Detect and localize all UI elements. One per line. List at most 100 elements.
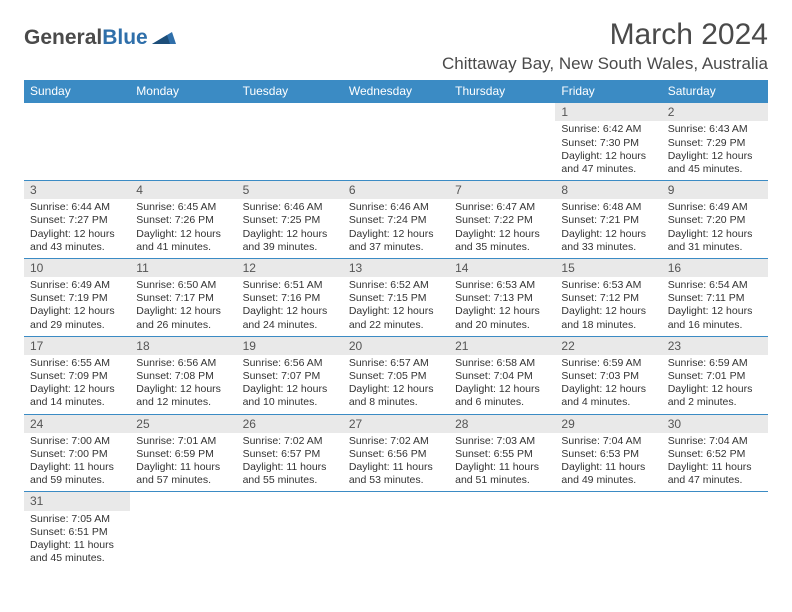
day-line: and 8 minutes. [349,396,443,409]
day-line: Sunrise: 7:05 AM [30,513,124,526]
day-number: 1 [555,103,661,121]
calendar-day-cell: 28Sunrise: 7:03 AMSunset: 6:55 PMDayligh… [449,414,555,492]
day-line: Sunrise: 6:58 AM [455,357,549,370]
calendar-day-cell: .. [343,492,449,569]
day-number: 18 [130,337,236,355]
day-number: 31 [24,492,130,510]
day-line: and 6 minutes. [455,396,549,409]
day-line: Sunset: 7:03 PM [561,370,655,383]
day-line: Sunset: 7:17 PM [136,292,230,305]
day-line: and 20 minutes. [455,319,549,332]
day-details: Sunrise: 6:54 AMSunset: 7:11 PMDaylight:… [662,277,768,336]
day-line: Sunrise: 7:00 AM [30,435,124,448]
calendar-day-cell: .. [449,103,555,181]
day-line: and 47 minutes. [561,163,655,176]
day-line: Daylight: 12 hours [668,150,762,163]
calendar-day-cell: 10Sunrise: 6:49 AMSunset: 7:19 PMDayligh… [24,258,130,336]
day-line: and 14 minutes. [30,396,124,409]
day-line: Sunrise: 7:04 AM [668,435,762,448]
calendar-day-cell: 30Sunrise: 7:04 AMSunset: 6:52 PMDayligh… [662,414,768,492]
calendar-day-cell: 15Sunrise: 6:53 AMSunset: 7:12 PMDayligh… [555,258,661,336]
title-block: March 2024 Chittaway Bay, New South Wale… [442,18,768,74]
day-line: Sunrise: 6:59 AM [561,357,655,370]
day-details: Sunrise: 7:00 AMSunset: 7:00 PMDaylight:… [24,433,130,492]
day-line: and 35 minutes. [455,241,549,254]
day-line: Sunset: 7:09 PM [30,370,124,383]
day-line: and 16 minutes. [668,319,762,332]
day-line: Sunrise: 6:55 AM [30,357,124,370]
day-line: Daylight: 12 hours [136,383,230,396]
day-number: 28 [449,415,555,433]
day-number: 22 [555,337,661,355]
day-number: 7 [449,181,555,199]
calendar-day-cell: .. [343,103,449,181]
calendar-day-cell: 5Sunrise: 6:46 AMSunset: 7:25 PMDaylight… [237,180,343,258]
day-line: Sunrise: 6:44 AM [30,201,124,214]
day-line: Sunrise: 6:48 AM [561,201,655,214]
day-line: Sunrise: 6:50 AM [136,279,230,292]
calendar-week-row: 17 Sunrise: 6:55 AMSunset: 7:09 PM Dayligh… [24,336,768,414]
calendar-day-cell: .. [130,492,236,569]
day-number: 3 [24,181,130,199]
day-line: Sunrise: 6:51 AM [243,279,337,292]
day-line: Sunset: 7:26 PM [136,214,230,227]
calendar-table: SundayMondayTuesdayWednesdayThursdayFrid… [24,80,768,569]
day-details: Sunrise: 6:58 AMSunset: 7:04 PMDaylight:… [449,355,555,414]
day-details: Sunrise: 6:49 AMSunset: 7:19 PMDaylight:… [24,277,130,336]
calendar-day-cell: 26Sunrise: 7:02 AMSunset: 6:57 PMDayligh… [237,414,343,492]
day-line: Daylight: 12 hours [561,150,655,163]
day-number: 25 [130,415,236,433]
day-line: Daylight: 11 hours [668,461,762,474]
day-details: Sunrise: 6:46 AMSunset: 7:24 PMDaylight:… [343,199,449,258]
day-line: Daylight: 12 hours [30,228,124,241]
month-title: March 2024 [442,18,768,52]
calendar-day-cell: 18Sunrise: 6:56 AMSunset: 7:08 PMDayligh… [130,336,236,414]
day-line: Sunset: 6:56 PM [349,448,443,461]
day-line: Daylight: 11 hours [30,539,124,552]
day-line: Daylight: 12 hours [30,305,124,318]
day-line: Daylight: 11 hours [349,461,443,474]
calendar-day-cell: 11Sunrise: 6:50 AMSunset: 7:17 PMDayligh… [130,258,236,336]
logo-text-general: General [24,26,102,50]
day-details: Sunrise: 6:53 AMSunset: 7:12 PMDaylight:… [555,277,661,336]
day-line: Sunrise: 6:52 AM [349,279,443,292]
day-details: Sunrise: 7:02 AMSunset: 6:56 PMDaylight:… [343,433,449,492]
day-number: 15 [555,259,661,277]
weekday-header: Monday [130,80,236,103]
calendar-day-cell: 29Sunrise: 7:04 AMSunset: 6:53 PMDayligh… [555,414,661,492]
day-line: Sunrise: 6:42 AM [561,123,655,136]
day-line: Sunset: 6:53 PM [561,448,655,461]
day-details: Sunrise: 6:52 AMSunset: 7:15 PMDaylight:… [343,277,449,336]
day-number: 2 [662,103,768,121]
weekday-header: Thursday [449,80,555,103]
logo-text-blue: Blue [102,26,148,50]
calendar-day-cell: 20Sunrise: 6:57 AMSunset: 7:05 PMDayligh… [343,336,449,414]
day-number: 20 [343,337,449,355]
day-line: Daylight: 12 hours [561,383,655,396]
day-line: and 12 minutes. [136,396,230,409]
day-line: Daylight: 12 hours [455,383,549,396]
day-line: Daylight: 12 hours [668,383,762,396]
calendar-day-cell: 25Sunrise: 7:01 AMSunset: 6:59 PMDayligh… [130,414,236,492]
day-details: Sunrise: 7:04 AMSunset: 6:52 PMDaylight:… [662,433,768,492]
day-details: Sunrise: 6:57 AMSunset: 7:05 PMDaylight:… [343,355,449,414]
day-line: Sunset: 7:24 PM [349,214,443,227]
calendar-day-cell: 22 Sunrise: 6:59 AMSunset: 7:03 PMDayligh… [555,336,661,414]
day-number: 17 [24,337,130,355]
day-details: Sunrise: 6:59 AMSunset: 7:01 PMDaylight:… [662,355,768,414]
calendar-day-cell: 27Sunrise: 7:02 AMSunset: 6:56 PMDayligh… [343,414,449,492]
day-details: Sunrise: 6:53 AMSunset: 7:13 PMDaylight:… [449,277,555,336]
calendar-week-row: 10Sunrise: 6:49 AMSunset: 7:19 PMDayligh… [24,258,768,336]
day-line: Daylight: 12 hours [243,228,337,241]
day-line: and 26 minutes. [136,319,230,332]
day-number: 11 [130,259,236,277]
calendar-week-row: 24Sunrise: 7:00 AMSunset: 7:00 PMDayligh… [24,414,768,492]
calendar-day-cell: .. [130,103,236,181]
day-line: Daylight: 11 hours [455,461,549,474]
day-number: 13 [343,259,449,277]
day-number: 14 [449,259,555,277]
day-line: Sunset: 7:30 PM [561,137,655,150]
day-line: Sunset: 7:07 PM [243,370,337,383]
day-line: and 24 minutes. [243,319,337,332]
day-line: and 45 minutes. [30,552,124,565]
